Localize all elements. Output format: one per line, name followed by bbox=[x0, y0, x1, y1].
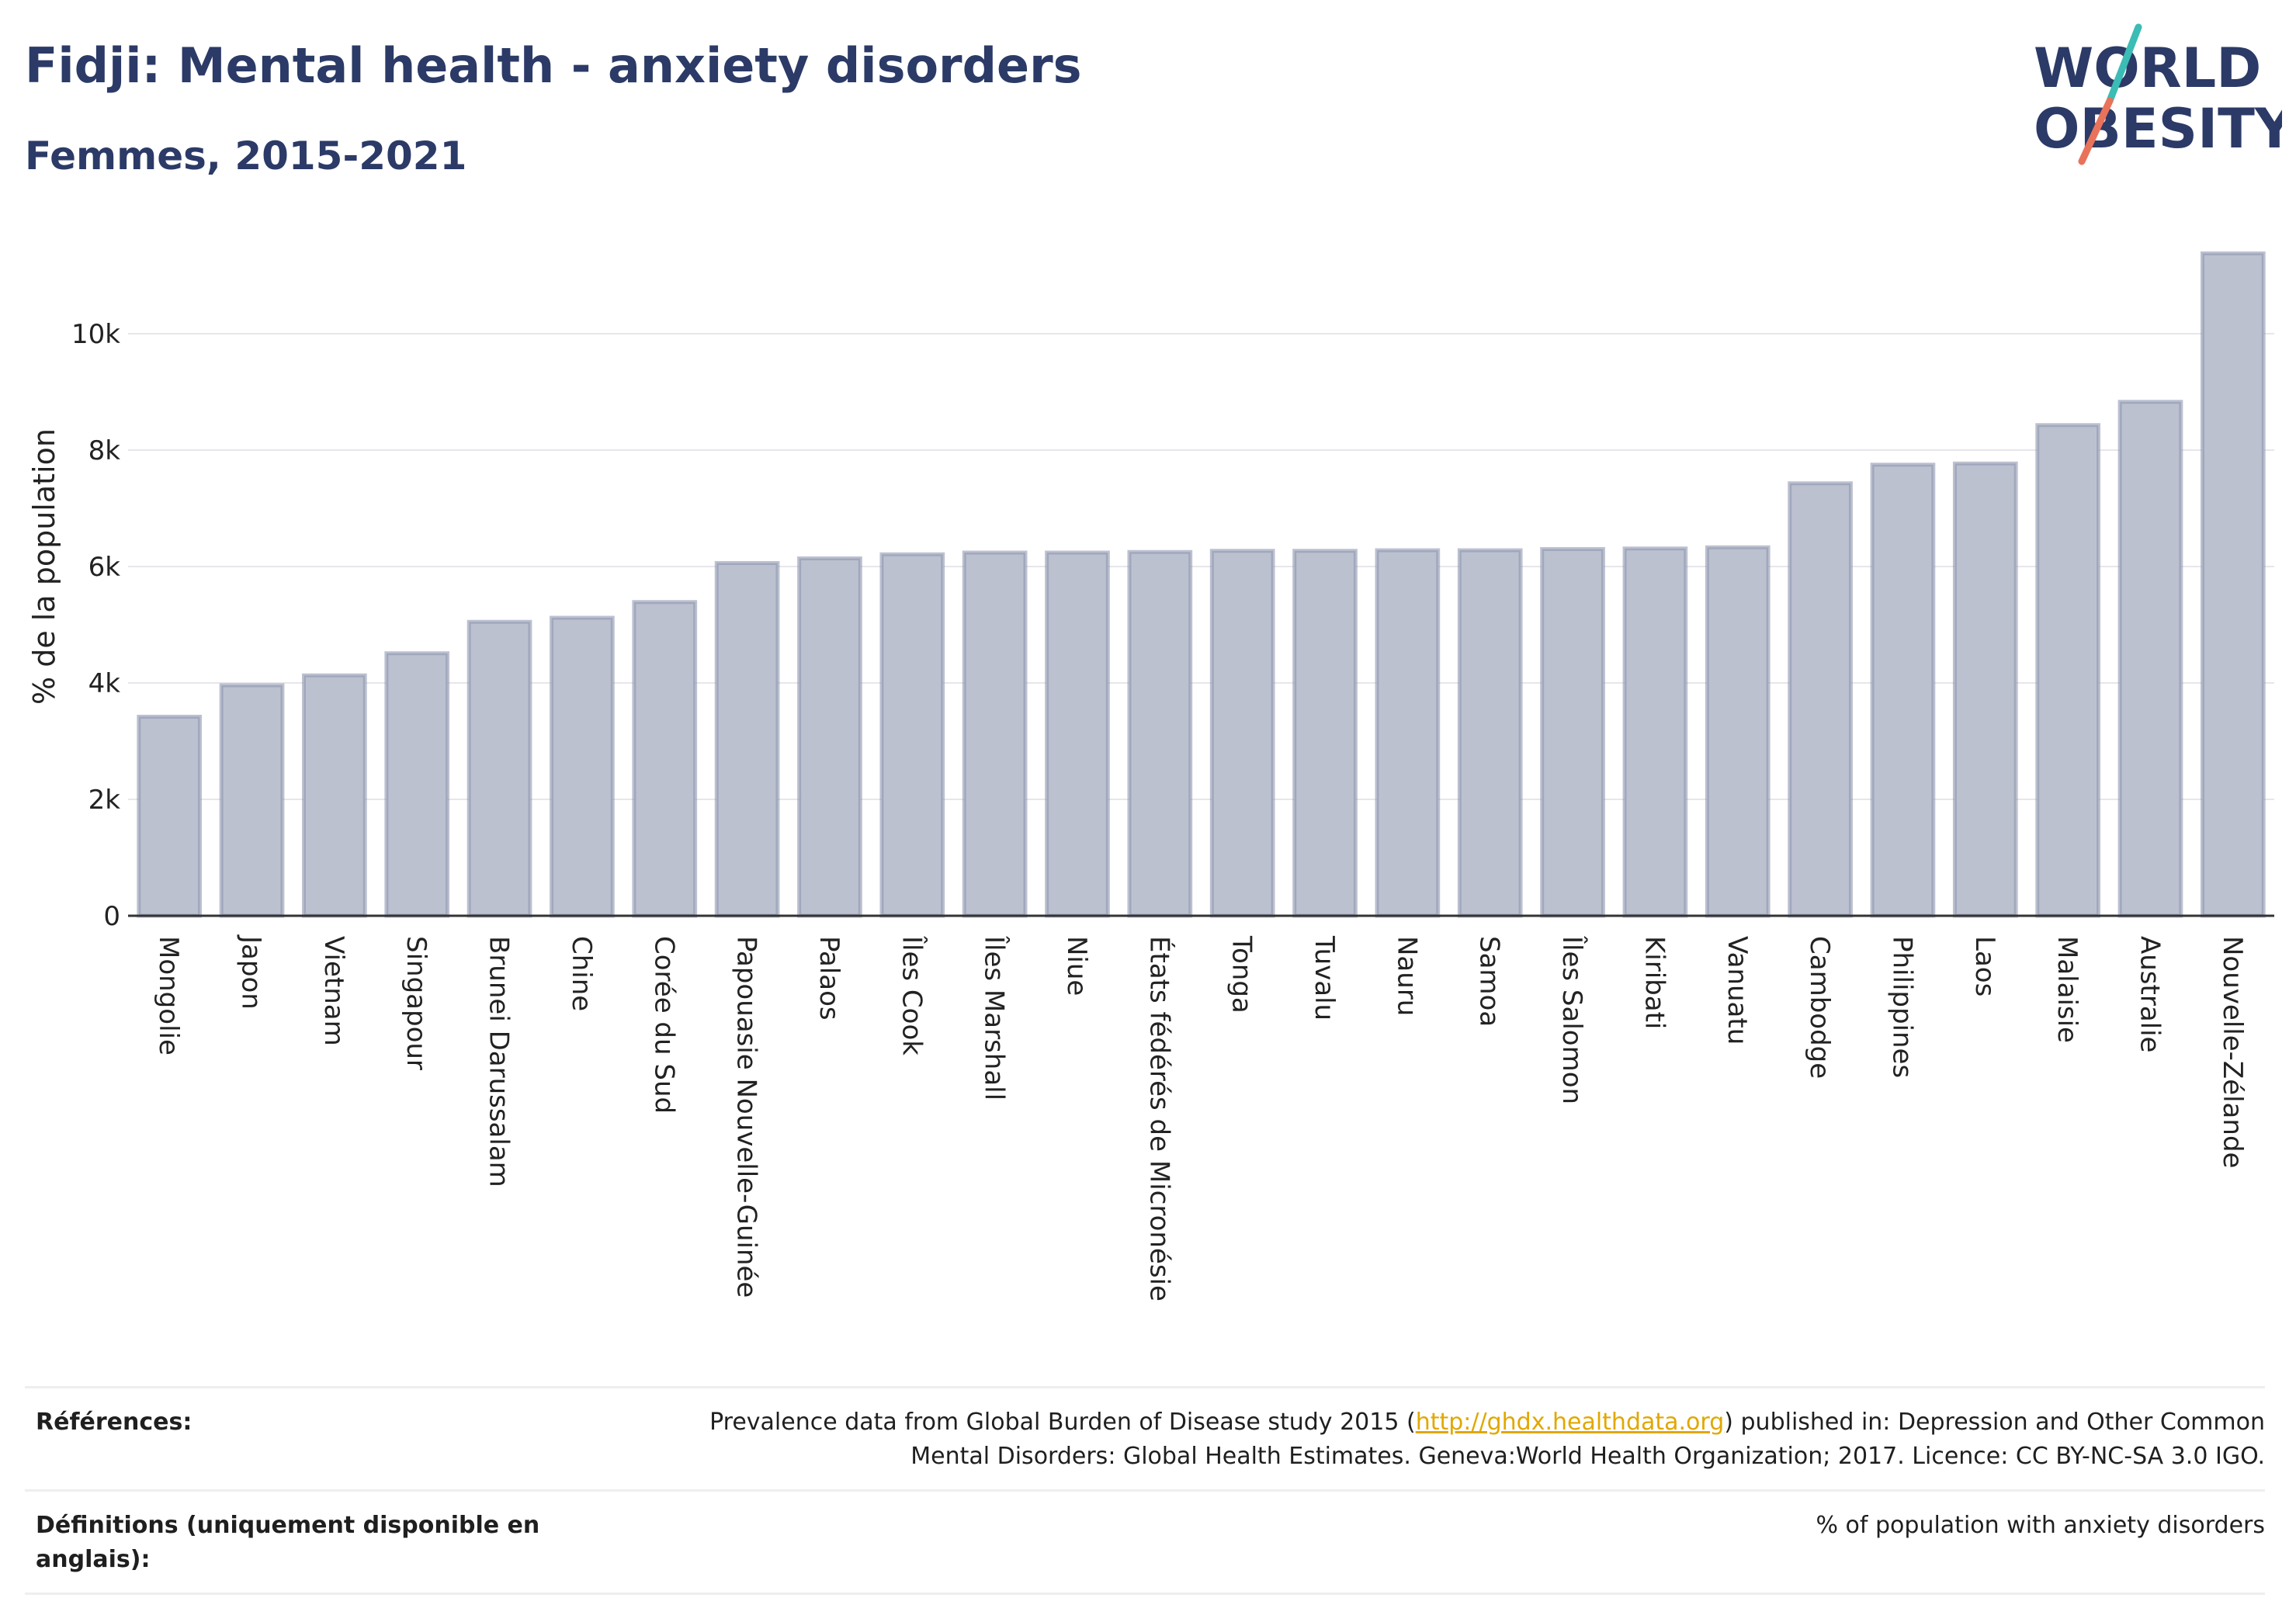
x-tick-label: Chine bbox=[566, 936, 597, 1011]
y-tick-label: 10k bbox=[71, 319, 120, 350]
x-tick-label: Vietnam bbox=[318, 936, 349, 1046]
x-tick-label: Japon bbox=[236, 934, 267, 1010]
bar bbox=[550, 615, 615, 918]
x-tick-label: Îles Marshall bbox=[979, 935, 1011, 1100]
y-tick-label: 2k bbox=[88, 785, 121, 816]
world-obesity-logo: WORLD OBESITY bbox=[2034, 23, 2282, 165]
x-tick-label: Laos bbox=[1969, 936, 2000, 996]
bar bbox=[879, 552, 945, 918]
references-link[interactable]: http://ghdx.healthdata.org bbox=[1415, 1409, 1725, 1436]
bar bbox=[1127, 549, 1193, 918]
references-table: Références: Prevalence data from Global … bbox=[25, 1386, 2265, 1595]
bar bbox=[2200, 251, 2266, 918]
references-text: Prevalence data from Global Burden of Di… bbox=[674, 1405, 2265, 1474]
bar bbox=[1457, 548, 1523, 918]
y-tick-label: 4k bbox=[88, 668, 121, 699]
x-tick-label: Tonga bbox=[1226, 935, 1257, 1014]
x-tick-label: Nauru bbox=[1391, 936, 1422, 1016]
logo-slash-teal bbox=[2106, 23, 2142, 105]
chart-title: Fidji: Mental health - anxiety disorders bbox=[25, 37, 1082, 94]
definitions-row: Définitions (uniquement disponible en an… bbox=[25, 1489, 2265, 1595]
chart-subtitle: Femmes, 2015-2021 bbox=[25, 133, 467, 178]
bar bbox=[1788, 481, 1853, 918]
definitions-label: Définitions (uniquement disponible en an… bbox=[36, 1512, 540, 1573]
x-tick-label: Australie bbox=[2134, 936, 2165, 1052]
y-axis-label: % de la population bbox=[27, 428, 61, 705]
bar bbox=[962, 550, 1028, 918]
x-tick-label: Mongolie bbox=[153, 936, 184, 1055]
x-tick-label: Corée du Sud bbox=[648, 936, 679, 1114]
x-tick-label: Niue bbox=[1061, 936, 1092, 996]
x-tick-label: Samoa bbox=[1474, 936, 1505, 1027]
references-row: Références: Prevalence data from Global … bbox=[25, 1386, 2265, 1489]
x-tick-label: Papouasie Nouvelle-Guinée bbox=[731, 936, 762, 1298]
x-tick-label: Brunei Darussalam bbox=[484, 936, 515, 1187]
bar bbox=[1209, 549, 1275, 918]
bar bbox=[2035, 423, 2100, 918]
x-tick-label: Palaos bbox=[813, 936, 845, 1021]
x-tick-label: Cambodge bbox=[1804, 936, 1835, 1079]
bar bbox=[1292, 549, 1358, 918]
y-tick-label: 6k bbox=[88, 552, 121, 583]
x-tick-label: Singapour bbox=[401, 936, 432, 1070]
logo-slash-coral bbox=[2078, 97, 2114, 165]
x-tick-label: Malaisie bbox=[2051, 936, 2083, 1043]
x-tick-label: Îles Salomon bbox=[1556, 935, 1588, 1104]
x-tick-label: Nouvelle-Zélande bbox=[2217, 936, 2248, 1168]
y-tick-label: 0 bbox=[103, 901, 120, 932]
bar bbox=[1705, 545, 1771, 918]
bar bbox=[632, 600, 698, 918]
bar bbox=[1952, 461, 2018, 918]
bar bbox=[1870, 463, 1936, 918]
bar bbox=[2117, 400, 2183, 918]
bar bbox=[137, 715, 203, 918]
x-tick-label: États fédérés de Micronésie bbox=[1143, 936, 1175, 1301]
references-text-after: ) published in: Depression and Other Com… bbox=[910, 1409, 2265, 1470]
x-tick-label: Tuvalu bbox=[1309, 935, 1340, 1021]
bar bbox=[1375, 548, 1441, 918]
bar bbox=[797, 556, 862, 918]
x-tick-label: Îles Cook bbox=[896, 935, 928, 1055]
bar-chart: 0 2k 4k 6k 8k 10k % de la population Mongolie Ja… bbox=[27, 251, 2274, 1301]
x-tick-label: Vanuatu bbox=[1722, 936, 1753, 1045]
references-text-before: Prevalence data from Global Burden of Di… bbox=[709, 1409, 1416, 1436]
bar bbox=[219, 683, 285, 918]
bar bbox=[1622, 546, 1688, 918]
references-label: Références: bbox=[36, 1409, 192, 1436]
y-tick-label: 8k bbox=[88, 435, 121, 466]
x-tick-label: Kiribati bbox=[1639, 936, 1670, 1029]
x-tick-label: Philippines bbox=[1886, 936, 1917, 1078]
bar bbox=[466, 619, 532, 918]
bar bbox=[1045, 550, 1110, 918]
bar bbox=[384, 651, 450, 918]
bar bbox=[1540, 547, 1605, 918]
bar bbox=[302, 673, 367, 918]
definitions-text: % of population with anxiety disorders bbox=[1816, 1512, 2265, 1539]
logo-line2: OBESITY bbox=[2034, 97, 2282, 161]
logo-line1: WORLD bbox=[2034, 36, 2261, 100]
bar bbox=[714, 561, 780, 918]
